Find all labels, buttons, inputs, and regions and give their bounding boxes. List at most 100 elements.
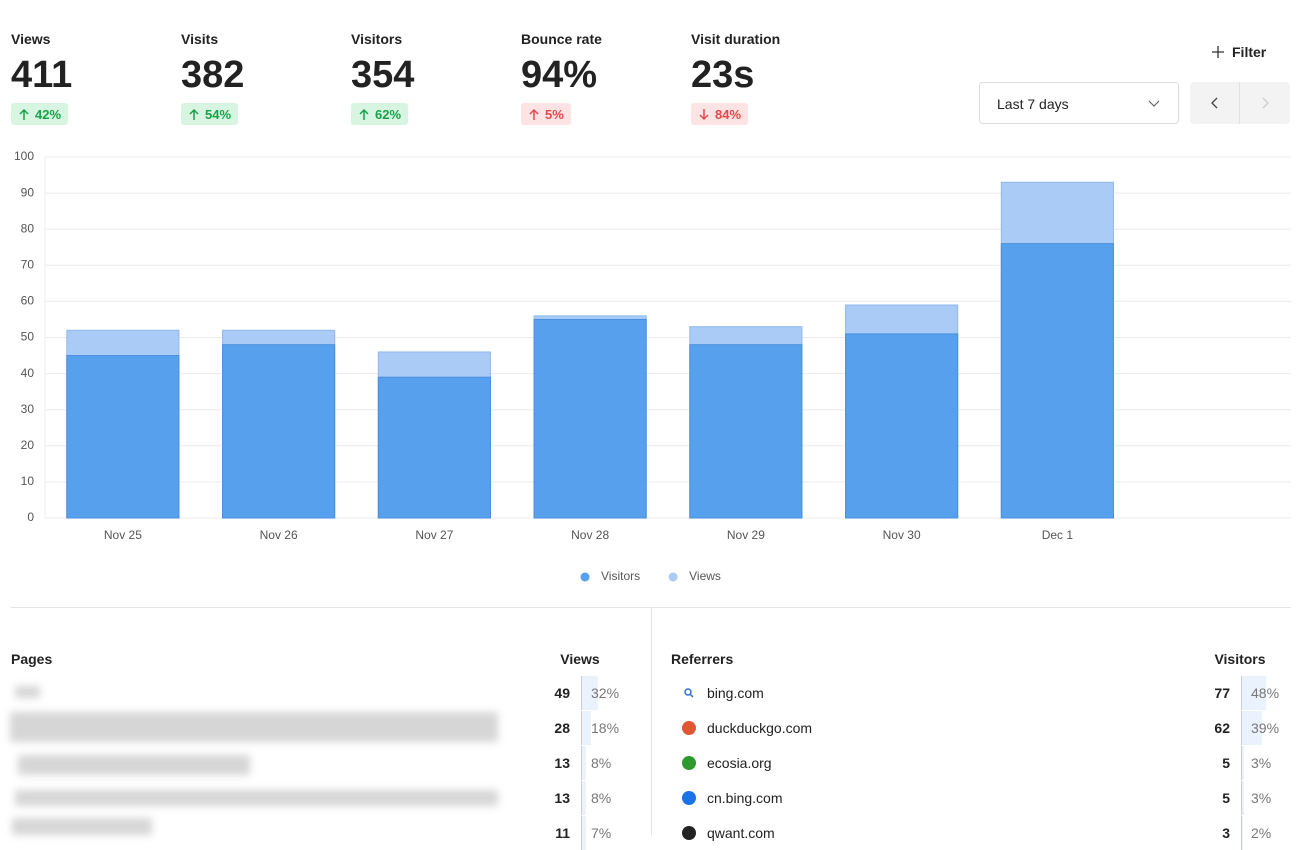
arrow-icon bbox=[359, 108, 369, 120]
legend-swatch bbox=[580, 572, 590, 582]
row-percent: 48% bbox=[1251, 685, 1280, 701]
row-divider bbox=[1241, 711, 1242, 745]
change-badge: 42% bbox=[11, 103, 69, 125]
percent-bar bbox=[582, 746, 586, 780]
chevron-icon bbox=[1148, 96, 1160, 112]
x-tick-label: Nov 28 bbox=[571, 528, 609, 542]
metric-value: 354 bbox=[351, 54, 415, 96]
change-badge: 84% bbox=[691, 103, 749, 125]
row-count: 3 bbox=[1222, 825, 1230, 841]
change-badge: 62% bbox=[351, 103, 409, 125]
divider bbox=[651, 608, 652, 835]
y-tick-label: 80 bbox=[21, 221, 35, 235]
referrer-name[interactable]: bing.com bbox=[707, 685, 764, 701]
row-divider bbox=[581, 781, 582, 815]
row-count: 11 bbox=[555, 825, 570, 841]
date-nav bbox=[1190, 82, 1290, 124]
date-range-label: Last 7 days bbox=[997, 96, 1069, 112]
arrow-icon bbox=[529, 108, 539, 120]
referrer-icon bbox=[681, 685, 697, 701]
row-percent: 3% bbox=[1251, 755, 1272, 771]
metric-value: 23s bbox=[691, 54, 755, 96]
change-badge: 5% bbox=[521, 103, 571, 125]
row-divider bbox=[1241, 816, 1242, 850]
percent-bar bbox=[1242, 676, 1266, 710]
metric-label: Views bbox=[11, 31, 51, 47]
x-tick-label: Dec 1 bbox=[1042, 528, 1074, 542]
nav-divider bbox=[1239, 82, 1240, 124]
filter-button[interactable]: Filter bbox=[1212, 42, 1266, 62]
y-tick-label: 50 bbox=[21, 330, 35, 344]
referrer-icon bbox=[681, 755, 697, 771]
metric-value: 94% bbox=[521, 54, 598, 96]
date-range-select[interactable]: Last 7 days bbox=[979, 82, 1179, 124]
y-tick-label: 30 bbox=[21, 402, 35, 416]
y-tick-label: 100 bbox=[14, 149, 34, 163]
row-divider bbox=[1241, 781, 1242, 815]
percent-bar bbox=[1242, 711, 1262, 745]
row-percent: 8% bbox=[591, 755, 612, 771]
metric-value: 382 bbox=[181, 54, 245, 96]
change-value: 84% bbox=[715, 106, 742, 122]
y-tick-label: 60 bbox=[21, 294, 35, 308]
legend-label: Views bbox=[689, 569, 721, 583]
y-tick-label: 40 bbox=[21, 366, 35, 380]
row-percent: 18% bbox=[591, 720, 620, 736]
percent-bar bbox=[582, 711, 591, 745]
metric-label: Visits bbox=[181, 31, 219, 47]
row-percent: 39% bbox=[1251, 720, 1280, 736]
row-count: 77 bbox=[1214, 685, 1230, 701]
referrer-name[interactable]: qwant.com bbox=[707, 825, 775, 841]
chart: 0 10 20 30 40 50 60 70 80 90 100 Nov 25 Nov 26 Nov 27… bbox=[14, 149, 1291, 583]
row-count: 5 bbox=[1222, 755, 1230, 771]
table-title: Pages bbox=[11, 651, 53, 667]
legend-swatch bbox=[668, 572, 678, 582]
row-divider bbox=[581, 676, 582, 710]
row-count: 13 bbox=[554, 755, 570, 771]
percent-bar bbox=[582, 781, 586, 815]
row-percent: 7% bbox=[591, 825, 612, 841]
table-title: Referrers bbox=[671, 651, 734, 667]
percent-bar bbox=[1242, 781, 1244, 815]
x-tick-label: Nov 30 bbox=[883, 528, 921, 542]
percent-bar bbox=[1242, 816, 1243, 850]
row-percent: 8% bbox=[591, 790, 612, 806]
x-tick-label: Nov 27 bbox=[415, 528, 453, 542]
y-tick-label: 10 bbox=[21, 474, 35, 488]
referrer-name[interactable]: ecosia.org bbox=[707, 755, 772, 771]
divider bbox=[11, 607, 1291, 608]
arrow-icon bbox=[19, 108, 29, 120]
x-tick-label: Nov 25 bbox=[104, 528, 142, 542]
bar bbox=[845, 333, 959, 519]
legend-label: Visitors bbox=[601, 569, 640, 583]
row-divider bbox=[1241, 746, 1242, 780]
bar bbox=[533, 318, 647, 519]
change-value: 54% bbox=[205, 106, 232, 122]
prev-button[interactable] bbox=[1190, 82, 1239, 124]
row-count: 13 bbox=[554, 790, 570, 806]
y-tick-label: 20 bbox=[21, 438, 35, 452]
y-tick-label: 70 bbox=[21, 257, 35, 271]
row-divider bbox=[581, 711, 582, 745]
x-tick-label: Nov 26 bbox=[260, 528, 298, 542]
change-value: 62% bbox=[375, 106, 402, 122]
row-percent: 32% bbox=[591, 685, 620, 701]
bar bbox=[377, 376, 491, 519]
row-divider bbox=[1241, 676, 1242, 710]
x-tick-label: Nov 29 bbox=[727, 528, 765, 542]
referrer-icon bbox=[681, 720, 697, 736]
metric-label: Bounce rate bbox=[521, 31, 602, 47]
change-value: 5% bbox=[545, 106, 564, 122]
filter-label: Filter bbox=[1232, 44, 1267, 60]
metric-value: 411 bbox=[11, 54, 73, 96]
arrow-icon bbox=[189, 108, 199, 120]
next-button[interactable] bbox=[1240, 82, 1290, 124]
metric-label: Visit duration bbox=[691, 31, 781, 47]
referrer-name[interactable]: duckduckgo.com bbox=[707, 720, 813, 736]
referrer-name[interactable]: cn.bing.com bbox=[707, 790, 783, 806]
percent-bar bbox=[1242, 746, 1244, 780]
metric-label: Visitors bbox=[351, 31, 403, 47]
percent-bar bbox=[582, 816, 586, 850]
y-tick-label: 90 bbox=[21, 185, 35, 199]
